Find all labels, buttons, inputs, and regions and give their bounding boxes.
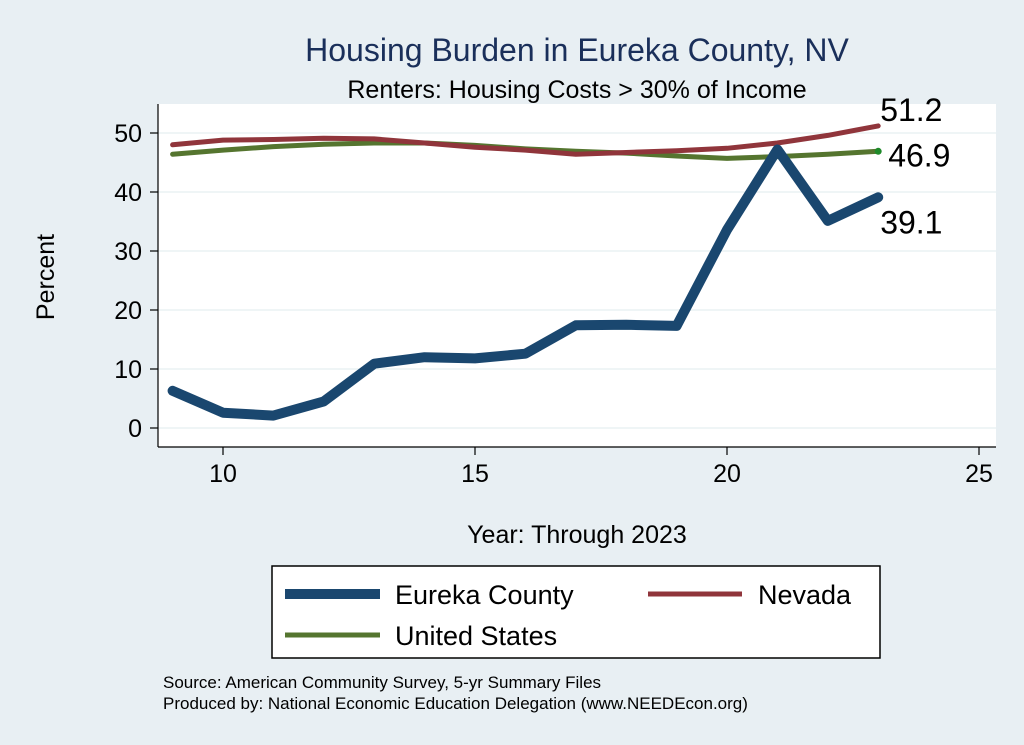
x-tick-label: 25 bbox=[965, 460, 993, 488]
legend-label-nevada: Nevada bbox=[758, 580, 852, 610]
series-line-nevada bbox=[170, 123, 881, 157]
grid-lines bbox=[158, 132, 996, 429]
end-labels: 39.1 51.2 46.9 bbox=[880, 92, 950, 240]
end-label-united-states: 46.9 bbox=[888, 137, 950, 173]
plot-area bbox=[158, 104, 996, 447]
y-tick-label: 30 bbox=[114, 238, 142, 266]
source-note: Source: American Community Survey, 5-yr … bbox=[163, 673, 601, 692]
legend-label-eureka-county: Eureka County bbox=[395, 580, 574, 610]
axis-ticks: 0 10 20 30 40 50 10 15 20 25 bbox=[114, 120, 993, 488]
legend-label-united-states: United States bbox=[395, 621, 557, 651]
us-end-marker bbox=[874, 147, 882, 155]
y-tick-label: 0 bbox=[128, 415, 142, 443]
x-tick-label: 10 bbox=[209, 460, 237, 488]
x-tick-label: 20 bbox=[713, 460, 741, 488]
y-tick-label: 40 bbox=[114, 179, 142, 207]
chart-subtitle: Renters: Housing Costs > 30% of Income bbox=[347, 76, 806, 104]
legend: Eureka County Nevada United States bbox=[285, 580, 852, 651]
series-lines bbox=[167, 123, 884, 421]
end-label-nevada: 51.2 bbox=[880, 92, 942, 128]
y-tick-label: 50 bbox=[114, 120, 142, 148]
x-axis-title: Year: Through 2023 bbox=[467, 521, 687, 549]
x-tick-label: 15 bbox=[461, 460, 489, 488]
y-tick-label: 10 bbox=[114, 356, 142, 384]
y-axis-title: Percent bbox=[32, 234, 60, 320]
chart-title: Housing Burden in Eureka County, NV bbox=[305, 32, 849, 68]
y-tick-label: 20 bbox=[114, 297, 142, 325]
producer-note: Produced by: National Economic Education… bbox=[163, 694, 748, 713]
end-label-eureka-county: 39.1 bbox=[880, 204, 942, 240]
series-line-eureka-county bbox=[167, 144, 884, 421]
legend-box bbox=[271, 565, 881, 659]
